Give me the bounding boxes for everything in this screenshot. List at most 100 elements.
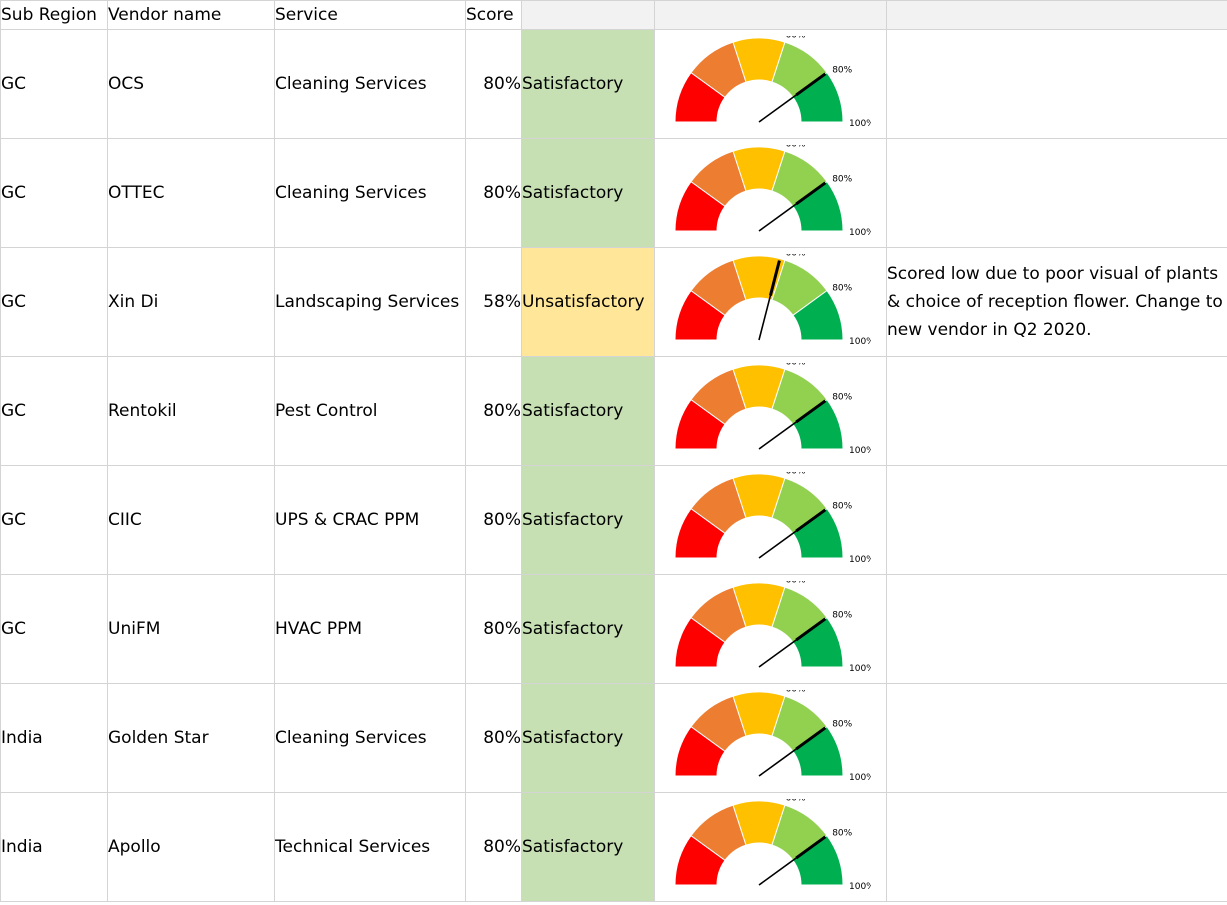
- header-score[interactable]: Score: [465, 0, 522, 30]
- gauge-needle-head: [794, 508, 826, 533]
- cell-comment[interactable]: [886, 792, 1227, 902]
- cell-rating[interactable]: Satisfactory: [521, 138, 655, 248]
- gauge-band-4: [791, 834, 844, 886]
- header-rating[interactable]: [521, 0, 655, 30]
- cell-service[interactable]: Cleaning Services: [274, 683, 466, 793]
- cell-comment[interactable]: [886, 683, 1227, 793]
- gauge-label-80: 80%: [832, 174, 852, 184]
- cell-vendor-name[interactable]: CIIC: [107, 465, 275, 575]
- gauge-band-4: [791, 616, 844, 668]
- gauge-label-60: 60%: [785, 799, 805, 803]
- gauge-label-80: 80%: [832, 610, 852, 620]
- header-comment[interactable]: [886, 0, 1227, 30]
- cell-vendor-name[interactable]: Golden Star: [107, 683, 275, 793]
- header-sub-region[interactable]: Sub Region: [0, 0, 108, 30]
- cell-comment[interactable]: [886, 465, 1227, 575]
- gauge-label-60: 60%: [785, 36, 805, 40]
- cell-score[interactable]: 80%: [465, 465, 522, 575]
- table-row: GC Xin Di Landscaping Services 58% Unsatisfa…: [0, 247, 1227, 357]
- cell-gauge[interactable]: 060%80%100%: [654, 29, 887, 139]
- header-row: Sub Region Vendor name Service Score: [0, 0, 1227, 30]
- cell-sub-region[interactable]: GC: [0, 356, 108, 466]
- score-gauge: 060%80%100%: [673, 799, 871, 892]
- gauge-label-max: 100%: [849, 446, 871, 456]
- cell-gauge[interactable]: 060%80%100%: [654, 574, 887, 684]
- gauge-label-60: 60%: [785, 581, 805, 585]
- gauge-label-60: 60%: [785, 254, 805, 258]
- cell-comment[interactable]: Scored low due to poor visual of plants …: [886, 247, 1227, 357]
- gauge-needle-head: [768, 260, 781, 296]
- cell-rating[interactable]: Satisfactory: [521, 792, 655, 902]
- cell-score[interactable]: 58%: [465, 247, 522, 357]
- cell-gauge[interactable]: 060%80%100%: [654, 356, 887, 466]
- cell-service[interactable]: Technical Services: [274, 792, 466, 902]
- cell-score[interactable]: 80%: [465, 138, 522, 248]
- gauge-label-60: 60%: [785, 363, 805, 367]
- cell-vendor-name[interactable]: Apollo: [107, 792, 275, 902]
- header-service[interactable]: Service: [274, 0, 466, 30]
- score-gauge: 060%80%100%: [673, 472, 871, 565]
- cell-score[interactable]: 80%: [465, 356, 522, 466]
- cell-service[interactable]: Cleaning Services: [274, 29, 466, 139]
- cell-rating[interactable]: Satisfactory: [521, 574, 655, 684]
- cell-vendor-name[interactable]: Xin Di: [107, 247, 275, 357]
- cell-service[interactable]: UPS & CRAC PPM: [274, 465, 466, 575]
- cell-comment[interactable]: [886, 356, 1227, 466]
- cell-sub-region[interactable]: GC: [0, 247, 108, 357]
- score-gauge: 060%80%100%: [673, 363, 871, 456]
- table-row: India Apollo Technical Services 80% Satisfac…: [0, 792, 1227, 902]
- gauge-label-max: 100%: [849, 664, 871, 674]
- header-gauge[interactable]: [654, 0, 887, 30]
- cell-vendor-name[interactable]: UniFM: [107, 574, 275, 684]
- cell-sub-region[interactable]: GC: [0, 574, 108, 684]
- cell-score[interactable]: 80%: [465, 792, 522, 902]
- cell-service[interactable]: Cleaning Services: [274, 138, 466, 248]
- table-row: India Golden Star Cleaning Services 80% Sati…: [0, 683, 1227, 793]
- gauge-needle-head: [794, 617, 826, 642]
- cell-service[interactable]: Landscaping Services: [274, 247, 466, 357]
- cell-vendor-name[interactable]: Rentokil: [107, 356, 275, 466]
- gauge-band-4: [791, 71, 844, 123]
- cell-gauge[interactable]: 060%80%100%: [654, 138, 887, 248]
- cell-service[interactable]: Pest Control: [274, 356, 466, 466]
- cell-sub-region[interactable]: GC: [0, 138, 108, 248]
- cell-sub-region[interactable]: India: [0, 792, 108, 902]
- cell-sub-region[interactable]: GC: [0, 465, 108, 575]
- cell-rating[interactable]: Unsatisfactory: [521, 247, 655, 357]
- gauge-label-max: 100%: [849, 228, 871, 238]
- cell-rating[interactable]: Satisfactory: [521, 29, 655, 139]
- gauge-label-max: 100%: [849, 337, 871, 347]
- score-gauge: 060%80%100%: [673, 36, 871, 129]
- cell-gauge[interactable]: 060%80%100%: [654, 792, 887, 902]
- cell-vendor-name[interactable]: OTTEC: [107, 138, 275, 248]
- gauge-band-4: [791, 725, 844, 777]
- cell-comment[interactable]: [886, 574, 1227, 684]
- cell-comment[interactable]: [886, 138, 1227, 248]
- gauge-band-4: [791, 289, 844, 341]
- cell-gauge[interactable]: 060%80%100%: [654, 247, 887, 357]
- gauge-needle-head: [794, 181, 826, 206]
- score-gauge: 060%80%100%: [673, 254, 871, 347]
- cell-service[interactable]: HVAC PPM: [274, 574, 466, 684]
- cell-gauge[interactable]: 060%80%100%: [654, 683, 887, 793]
- gauge-label-60: 60%: [785, 472, 805, 476]
- cell-score[interactable]: 80%: [465, 683, 522, 793]
- cell-comment[interactable]: [886, 29, 1227, 139]
- cell-vendor-name[interactable]: OCS: [107, 29, 275, 139]
- gauge-needle-head: [794, 72, 826, 97]
- gauge-needle-head: [794, 399, 826, 424]
- header-vendor-name[interactable]: Vendor name: [107, 0, 275, 30]
- gauge-label-80: 80%: [832, 392, 852, 402]
- cell-sub-region[interactable]: India: [0, 683, 108, 793]
- cell-rating[interactable]: Satisfactory: [521, 683, 655, 793]
- score-gauge: 060%80%100%: [673, 145, 871, 238]
- cell-score[interactable]: 80%: [465, 29, 522, 139]
- cell-gauge[interactable]: 060%80%100%: [654, 465, 887, 575]
- cell-rating[interactable]: Satisfactory: [521, 465, 655, 575]
- cell-rating[interactable]: Satisfactory: [521, 356, 655, 466]
- cell-score[interactable]: 80%: [465, 574, 522, 684]
- cell-sub-region[interactable]: GC: [0, 29, 108, 139]
